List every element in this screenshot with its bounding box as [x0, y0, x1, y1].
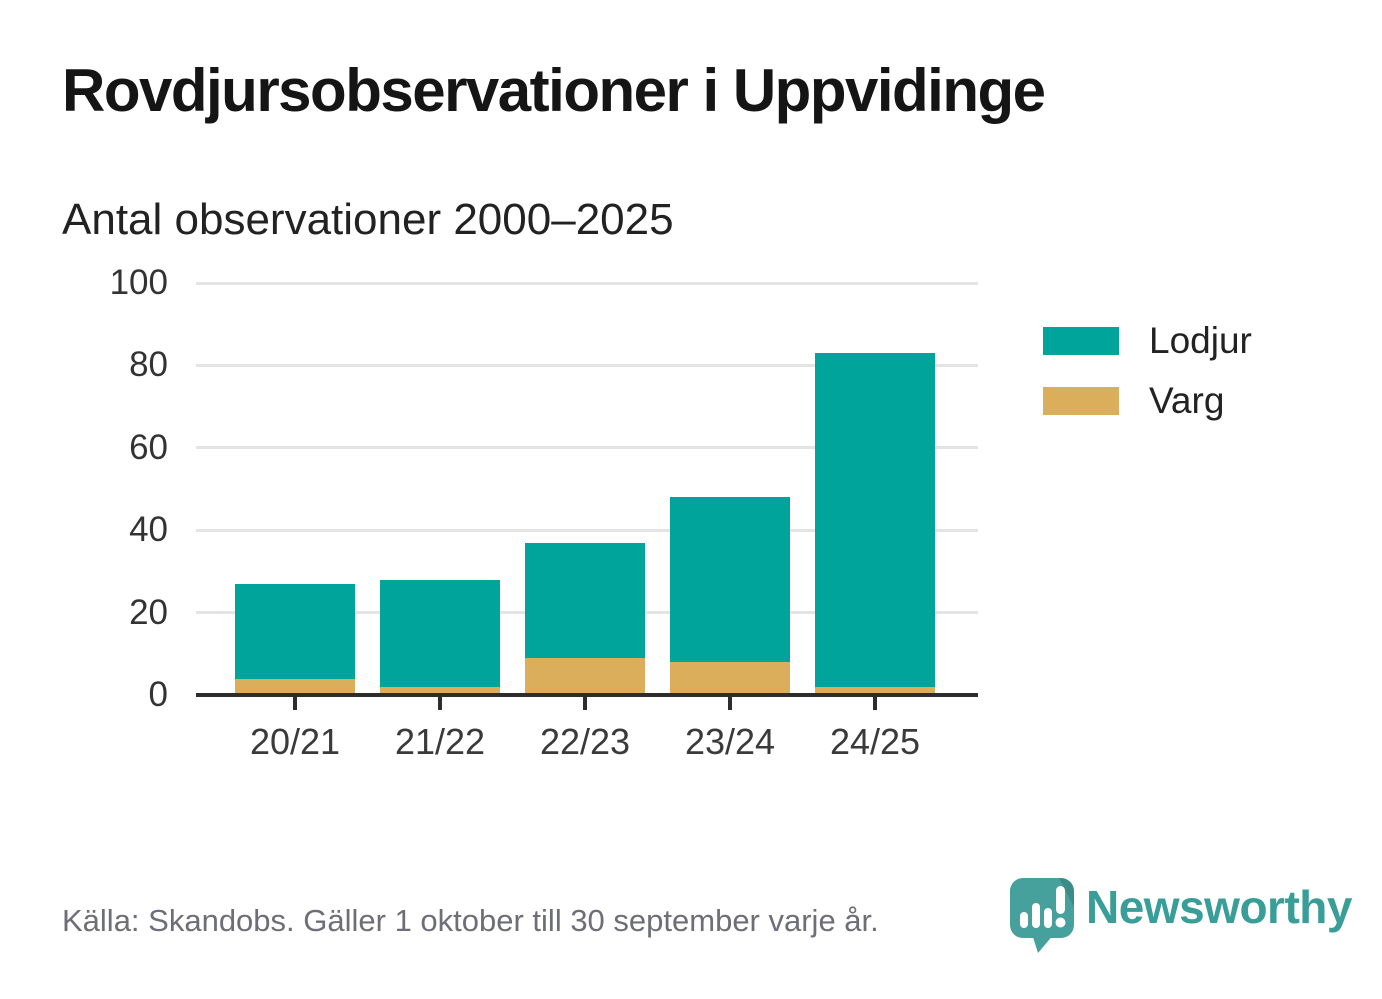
- bar-segment-lodjur: [815, 353, 935, 687]
- bar-segment-lodjur: [525, 542, 645, 658]
- bar-segment-varg: [670, 662, 790, 695]
- y-tick-label: 60: [129, 427, 168, 467]
- y-tick-label: 80: [129, 345, 168, 385]
- legend-label: Varg: [1149, 380, 1225, 421]
- bar-segment-lodjur: [670, 497, 790, 663]
- bar-segment-varg: [235, 678, 355, 695]
- x-tick: [583, 697, 587, 710]
- x-tick: [728, 697, 732, 710]
- source-note: Källa: Skandobs. Gäller 1 oktober till 3…: [62, 903, 879, 938]
- x-axis-line: [196, 693, 978, 697]
- y-tick-label: 0: [148, 675, 168, 714]
- bar-segment-lodjur: [380, 579, 500, 687]
- x-tick-label: 20/21: [249, 721, 341, 762]
- chart-title: Rovdjursobservationer i Uppvidinge: [62, 57, 1046, 124]
- bar-segment-varg: [525, 657, 645, 695]
- x-tick: [873, 697, 877, 710]
- gridline: [196, 281, 978, 285]
- legend-item-varg: Varg: [1043, 382, 1252, 419]
- legend-swatch: [1043, 386, 1119, 415]
- plot-area: [196, 281, 978, 710]
- bar-segment-lodjur: [235, 583, 355, 679]
- legend-swatch: [1043, 326, 1119, 355]
- y-tick-label: 40: [129, 510, 168, 550]
- legend-label: Lodjur: [1149, 320, 1252, 361]
- brand-name: Newsworthy: [1086, 881, 1352, 933]
- y-tick-label: 20: [129, 592, 168, 632]
- bar-segment-varg: [815, 686, 935, 695]
- x-tick-label: 22/23: [539, 721, 631, 762]
- gridline: [196, 446, 978, 450]
- x-tick-label: 24/25: [829, 721, 921, 762]
- newsworthy-logo-icon: [1010, 878, 1074, 953]
- gridline: [196, 528, 978, 532]
- legend-item-lodjur: Lodjur: [1043, 322, 1252, 359]
- bar-segment-varg: [380, 686, 500, 695]
- x-axis-labels: 20/21 21/22 22/23 23/24 24/25: [200, 718, 970, 768]
- x-tick: [438, 697, 442, 710]
- y-tick-label: 100: [109, 263, 168, 302]
- x-tick-label: 23/24: [684, 721, 776, 762]
- chart-subtitle: Antal observationer 2000–2025: [62, 195, 674, 244]
- y-axis-labels: 0 20 40 60 80 100: [60, 265, 168, 713]
- chart-legend: Lodjur Varg: [1043, 322, 1252, 419]
- gridline: [196, 363, 978, 367]
- x-tick: [293, 697, 297, 710]
- brand-lockup: Newsworthy: [1008, 876, 1352, 954]
- x-tick-label: 21/22: [394, 721, 486, 762]
